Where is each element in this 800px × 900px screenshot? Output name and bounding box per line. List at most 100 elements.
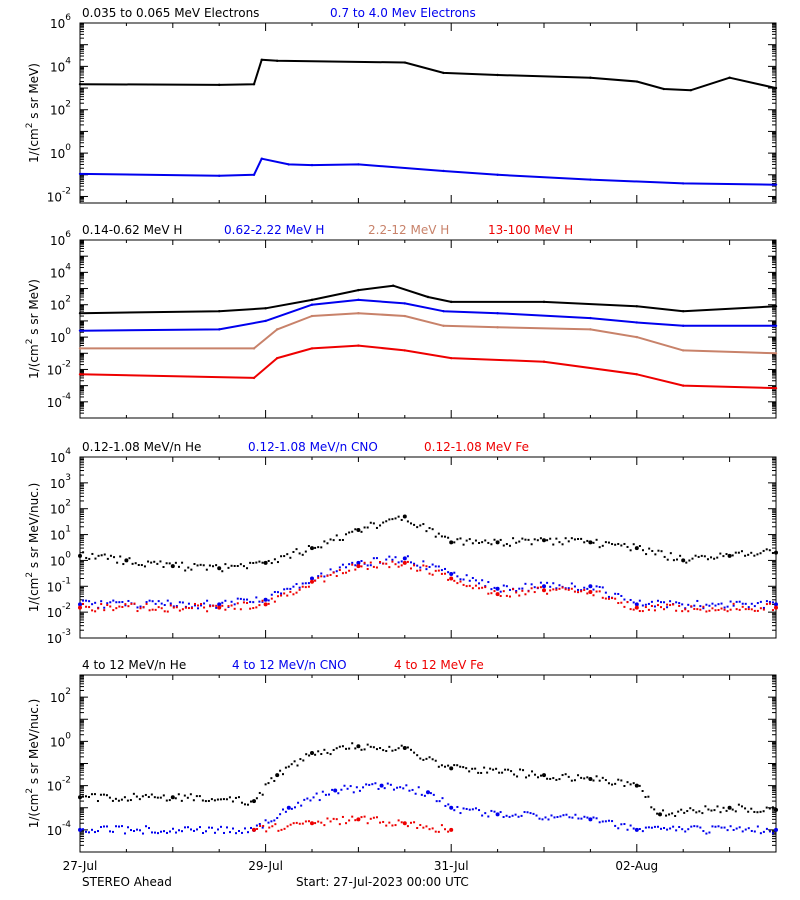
data-point [634,546,639,551]
data-dot [293,806,296,809]
data-dot [771,832,774,835]
data-dot [215,604,218,607]
data-dot [341,563,344,566]
data-dot [345,533,348,536]
data-dot [212,565,215,568]
data-point [252,827,256,832]
data-dot [714,604,717,607]
data-dot [729,825,732,828]
data-dot [505,585,508,588]
data-dot [653,825,656,828]
data-dot [701,812,704,815]
data-dot [735,608,738,611]
data-dot [471,542,474,545]
data-dot [215,606,218,609]
data-point [356,564,361,569]
data-point [774,352,778,355]
data-dot [154,602,157,605]
data-dot [321,790,324,793]
data-dot [595,590,598,593]
data-dot [270,597,273,600]
data-dot [261,793,264,796]
data-dot [431,827,434,830]
data-point [217,566,222,571]
data-dot [623,823,626,826]
data-dot [499,595,502,598]
data-dot [223,831,225,834]
data-dot [539,581,542,584]
data-dot [160,830,162,833]
data-dot [756,811,759,814]
data-dot [88,606,91,609]
data-dot [558,541,561,544]
series-0 [78,58,778,92]
data-point [356,744,361,749]
data-dot [240,801,243,804]
data-dot [409,567,412,570]
data-point [635,335,638,339]
data-dot [332,539,335,542]
data-dot [271,825,274,828]
data-dot [672,603,675,606]
data-dot [644,826,647,829]
data-dot [391,560,394,563]
series-3 [78,344,778,390]
data-dot [644,606,647,609]
data-dot [130,602,133,605]
data-dot [169,604,172,607]
data-dot [447,830,450,833]
data-dot [314,753,317,756]
legend-entry: 0.035 to 0.065 MeV Electrons [82,6,259,20]
data-dot [431,563,434,566]
data-dot [641,830,644,833]
data-dot [678,602,681,605]
data-dot [684,830,687,833]
data-dot [502,590,505,593]
data-dot [592,594,595,597]
data-point [449,571,454,576]
data-dot [558,778,561,781]
series-line [79,58,777,92]
data-point [589,178,592,181]
data-point [542,588,546,593]
data-dot [422,564,425,567]
data-dot [422,826,425,829]
data-dot [196,564,199,567]
data-dot [199,563,202,566]
data-point [442,71,445,75]
y-tick-label: 10-2 [47,186,71,204]
data-dot [289,587,292,590]
data-dot [431,758,434,761]
data-dot [447,571,450,574]
data-dot [580,537,583,540]
data-dot [397,747,400,750]
data-point [403,302,406,305]
data-dot [650,605,653,608]
y-axis-label: 1/(cm2 s sr MeV/nuc.) [25,699,41,829]
data-dot [205,568,208,571]
data-dot [379,821,382,824]
data-dot [465,585,468,588]
data-dot [541,818,544,821]
data-dot [163,610,166,613]
data-dot [735,827,738,830]
data-dot [135,795,138,798]
data-dot [481,814,484,817]
data-dot [695,811,698,814]
data-dot [539,537,542,540]
data-dot [276,561,279,564]
data-dot [282,808,284,811]
data-dot [200,603,203,606]
y-tick-label: 100 [50,731,71,749]
data-dot [437,765,440,768]
data-dot [394,517,397,520]
data-dot [499,538,502,541]
data-dot [165,562,168,565]
data-dot [169,602,172,605]
data-dot [722,555,725,558]
data-dot [567,588,570,591]
data-dot [474,584,477,587]
data-dot [382,749,385,752]
data-dot [329,538,332,541]
data-dot [692,809,695,812]
